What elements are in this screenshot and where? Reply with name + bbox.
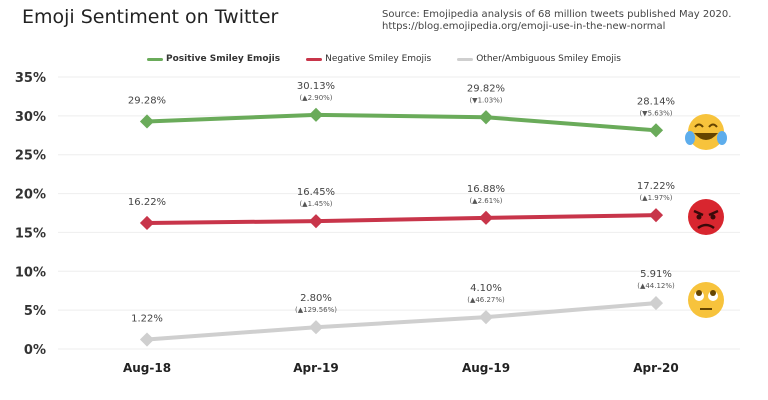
change-label: (▼5.63%) — [639, 109, 672, 117]
data-label: 29.82% — [467, 83, 505, 94]
change-label: (▲46.27%) — [467, 296, 505, 304]
data-label: 17.22% — [637, 181, 675, 192]
data-point — [478, 310, 494, 325]
data-point — [139, 332, 155, 347]
data-point — [308, 214, 324, 229]
legend-label: Negative Smiley Emojis — [325, 54, 432, 64]
x-tick-label: Aug-19 — [462, 361, 510, 375]
legend: Positive Smiley Emojis Negative Smiley E… — [0, 54, 768, 64]
data-label: 4.10% — [470, 283, 502, 294]
change-label: (▲1.97%) — [639, 194, 672, 202]
y-tick-label: 20% — [15, 188, 46, 203]
chart-title: Emoji Sentiment on Twitter — [22, 6, 279, 28]
legend-label: Positive Smiley Emojis — [166, 54, 281, 64]
y-tick-label: 15% — [15, 226, 46, 241]
change-label: (▲2.61%) — [469, 197, 502, 205]
y-tick-label: 25% — [15, 149, 46, 164]
data-label: 16.88% — [467, 184, 505, 195]
data-point — [478, 110, 494, 125]
source-line-2: https://blog.emojipedia.org/emoji-use-in… — [382, 21, 666, 32]
data-point — [648, 295, 664, 311]
data-label: 30.13% — [297, 81, 335, 92]
data-label: 28.14% — [637, 96, 675, 107]
series-line-1 — [146, 213, 657, 225]
change-label: (▲2.90%) — [299, 94, 332, 102]
source-line-1: Source: Emojipedia analysis of 68 millio… — [382, 9, 732, 20]
change-label: (▲1.45%) — [299, 200, 332, 208]
data-point — [139, 215, 155, 231]
data-point — [308, 107, 324, 122]
series-line-2 — [146, 301, 657, 342]
data-label: 16.45% — [297, 187, 335, 198]
data-point — [308, 320, 324, 335]
y-tick-label: 5% — [24, 304, 46, 319]
y-tick-label: 30% — [15, 110, 46, 125]
x-tick-label: Apr-19 — [293, 361, 338, 375]
x-tick-label: Apr-20 — [633, 361, 678, 375]
series-line-0 — [146, 112, 657, 133]
legend-label: Other/Ambiguous Smiley Emojis — [476, 54, 621, 64]
data-point — [648, 208, 664, 223]
face-with-tears-of-joy-icon — [685, 114, 727, 150]
legend-item-other: Other/Ambiguous Smiley Emojis — [457, 54, 621, 64]
data-label: 5.91% — [640, 269, 672, 280]
data-point — [648, 123, 664, 138]
data-label: 1.22% — [131, 314, 163, 325]
data-point — [478, 210, 494, 225]
face-with-rolling-eyes-icon — [688, 282, 724, 318]
y-tick-label: 35% — [15, 71, 46, 86]
legend-swatch — [306, 57, 323, 61]
legend-item-negative: Negative Smiley Emojis — [306, 54, 431, 64]
y-tick-label: 0% — [24, 343, 46, 358]
change-label: (▼1.03%) — [469, 96, 502, 104]
x-tick-label: Aug-18 — [123, 361, 171, 375]
data-label: 2.80% — [300, 293, 332, 304]
source-note: Source: Emojipedia analysis of 68 millio… — [382, 9, 731, 33]
data-point — [139, 114, 155, 129]
legend-swatch — [457, 57, 474, 61]
change-label: (▲44.12%) — [637, 282, 675, 290]
angry-face-icon — [688, 199, 724, 235]
change-label: (▲129.56%) — [295, 306, 337, 314]
data-label: 29.28% — [128, 95, 166, 106]
legend-swatch — [147, 57, 164, 61]
data-label: 16.22% — [128, 197, 166, 208]
y-tick-label: 10% — [15, 265, 46, 280]
legend-item-positive: Positive Smiley Emojis — [147, 54, 280, 64]
